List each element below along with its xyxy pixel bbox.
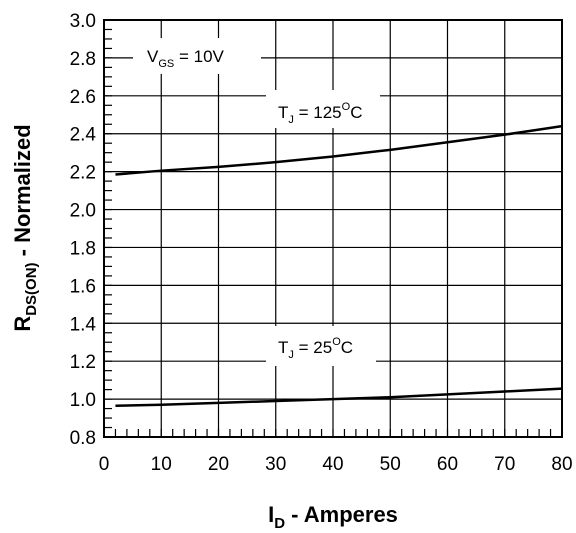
y-tick-label: 1.2: [70, 352, 96, 373]
y-axis-title: RDS(ON) - Normalized: [10, 124, 40, 331]
series-label-tj25: TJ = 25OC: [278, 336, 353, 361]
x-tick-labels: 0 10 20 30 40 50 60 70 80: [99, 454, 573, 475]
x-tick-label: 20: [208, 454, 229, 475]
x-tick-label: 50: [380, 454, 401, 475]
y-tick-label: 1.0: [70, 390, 96, 411]
x-tick-label: 60: [437, 454, 458, 475]
y-tick-label: 2.0: [70, 201, 96, 222]
annotation-vgs-background: [133, 38, 261, 74]
y-tick-label: 1.6: [70, 276, 96, 297]
x-tick-label: 30: [265, 454, 286, 475]
annotation-vgs: VGS = 10V: [147, 47, 225, 70]
y-tick-label: 2.4: [70, 125, 97, 146]
y-tick-label: 2.8: [70, 49, 96, 70]
x-tick-label: 10: [151, 454, 172, 475]
x-axis-title: ID - Amperes: [268, 502, 398, 532]
minor-ticks: [103, 19, 563, 438]
y-tick-label: 3.0: [70, 11, 96, 32]
y-tick-label: 2.6: [70, 87, 96, 108]
series-label-tj125: TJ = 125OC: [278, 101, 362, 126]
series-line-1: [115, 387, 563, 407]
y-tick-label: 0.8: [70, 428, 96, 449]
plot-frame: [103, 19, 563, 438]
x-tick-label: 0: [99, 454, 110, 475]
series-line-0: [115, 124, 563, 176]
x-tick-label: 70: [494, 454, 515, 475]
x-tick-label: 80: [551, 454, 572, 475]
annotation-tj25-background: [266, 326, 376, 366]
grid-lines: [103, 19, 563, 438]
y-tick-label: 2.2: [70, 163, 96, 184]
annotation-tj125-background: [266, 90, 380, 128]
y-tick-labels: 0.8 1.0 1.2 1.4 1.6 1.8 2.0 2.2 2.4 2.6 2.8 3.0: [70, 11, 97, 449]
y-tick-label: 1.4: [70, 314, 97, 335]
series-lines: [115, 124, 563, 407]
x-tick-label: 40: [322, 454, 343, 475]
y-tick-label: 1.8: [70, 238, 96, 259]
